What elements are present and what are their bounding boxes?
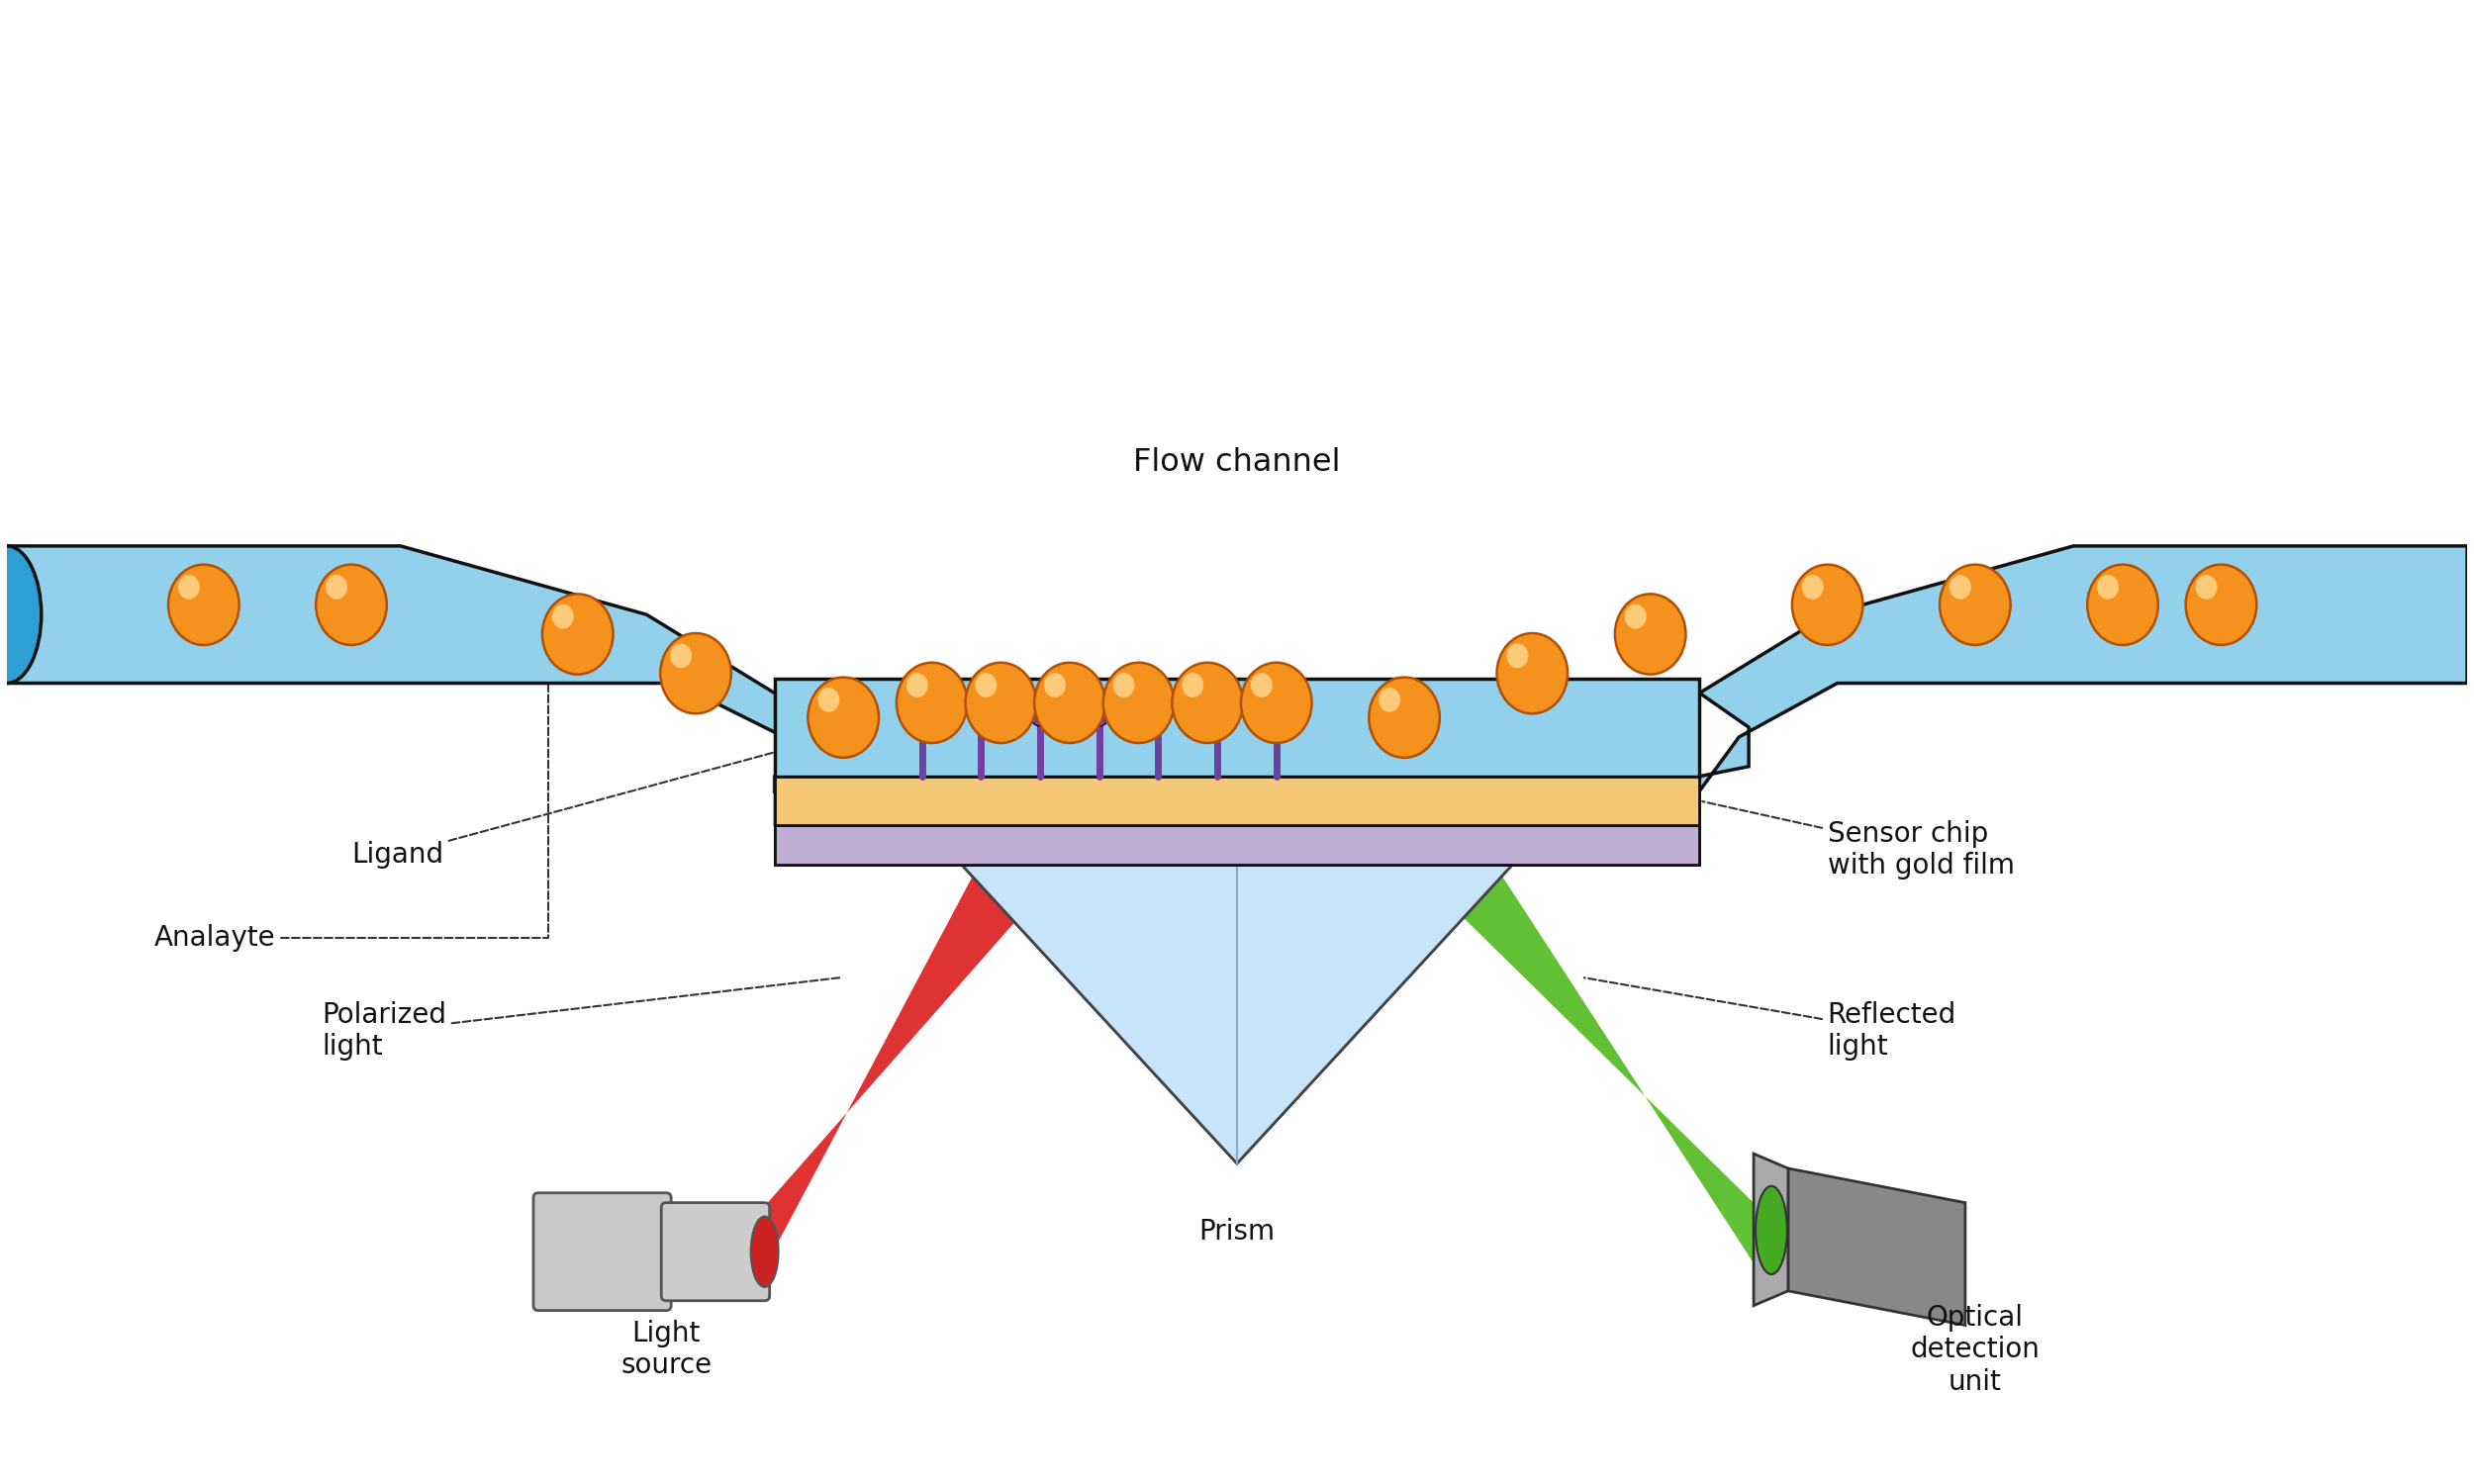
Ellipse shape bbox=[0, 546, 42, 683]
Ellipse shape bbox=[1757, 1186, 1786, 1275]
Ellipse shape bbox=[1103, 663, 1175, 743]
Ellipse shape bbox=[910, 699, 933, 726]
Ellipse shape bbox=[1267, 699, 1286, 726]
Ellipse shape bbox=[1950, 574, 1972, 600]
Text: Sensor chip
with gold film: Sensor chip with gold film bbox=[1702, 801, 2014, 880]
Ellipse shape bbox=[1940, 564, 2011, 646]
Ellipse shape bbox=[1183, 672, 1202, 697]
Polygon shape bbox=[1640, 776, 1700, 825]
Ellipse shape bbox=[2194, 574, 2217, 600]
Ellipse shape bbox=[1625, 604, 1645, 629]
Text: Flow channel: Flow channel bbox=[1133, 447, 1341, 478]
Ellipse shape bbox=[1252, 672, 1272, 697]
Polygon shape bbox=[1789, 1168, 1964, 1325]
Ellipse shape bbox=[1242, 663, 1311, 743]
Polygon shape bbox=[774, 825, 1700, 865]
Text: Analayte: Analayte bbox=[153, 643, 549, 951]
Ellipse shape bbox=[327, 574, 346, 600]
Ellipse shape bbox=[1378, 687, 1400, 712]
Ellipse shape bbox=[670, 644, 693, 668]
Polygon shape bbox=[1700, 546, 2467, 791]
Text: Light
source: Light source bbox=[621, 1319, 713, 1380]
Ellipse shape bbox=[2088, 564, 2157, 646]
Text: Ligand: Ligand bbox=[351, 748, 792, 868]
Ellipse shape bbox=[178, 574, 200, 600]
Polygon shape bbox=[1754, 1153, 1789, 1306]
Text: Optical
detection
unit: Optical detection unit bbox=[1910, 1304, 2041, 1395]
Ellipse shape bbox=[1616, 594, 1685, 674]
Ellipse shape bbox=[1207, 699, 1227, 726]
Ellipse shape bbox=[975, 672, 997, 697]
Ellipse shape bbox=[317, 564, 386, 646]
Ellipse shape bbox=[1044, 672, 1066, 697]
Ellipse shape bbox=[819, 687, 839, 712]
Ellipse shape bbox=[1791, 564, 1863, 646]
Polygon shape bbox=[774, 825, 1700, 865]
Ellipse shape bbox=[905, 672, 928, 697]
Ellipse shape bbox=[2185, 564, 2256, 646]
Polygon shape bbox=[774, 678, 1700, 776]
Polygon shape bbox=[774, 776, 834, 825]
Text: Reflected
light: Reflected light bbox=[1583, 978, 1957, 1061]
Polygon shape bbox=[755, 859, 1069, 1287]
Text: Prism: Prism bbox=[1200, 1218, 1274, 1247]
Ellipse shape bbox=[1173, 663, 1242, 743]
Ellipse shape bbox=[542, 594, 614, 674]
FancyBboxPatch shape bbox=[661, 1202, 769, 1300]
Polygon shape bbox=[774, 776, 1700, 825]
Ellipse shape bbox=[1113, 672, 1136, 697]
Ellipse shape bbox=[750, 1217, 779, 1287]
Ellipse shape bbox=[809, 677, 878, 758]
Ellipse shape bbox=[965, 663, 1037, 743]
Ellipse shape bbox=[1089, 699, 1111, 726]
Ellipse shape bbox=[970, 699, 992, 726]
Text: Polarized
light: Polarized light bbox=[322, 978, 841, 1061]
Ellipse shape bbox=[1507, 644, 1529, 668]
Polygon shape bbox=[774, 776, 1700, 825]
Ellipse shape bbox=[1497, 634, 1569, 714]
Polygon shape bbox=[1225, 856, 1435, 871]
Ellipse shape bbox=[2098, 574, 2118, 600]
Polygon shape bbox=[1405, 859, 1769, 1287]
Ellipse shape bbox=[1148, 699, 1170, 726]
Ellipse shape bbox=[896, 663, 967, 743]
Ellipse shape bbox=[1029, 699, 1051, 726]
FancyBboxPatch shape bbox=[534, 1193, 670, 1310]
Ellipse shape bbox=[168, 564, 240, 646]
Ellipse shape bbox=[1034, 663, 1106, 743]
Ellipse shape bbox=[1368, 677, 1440, 758]
Polygon shape bbox=[962, 865, 1512, 1163]
Ellipse shape bbox=[552, 604, 574, 629]
Polygon shape bbox=[962, 865, 1512, 1163]
Ellipse shape bbox=[1801, 574, 1823, 600]
Polygon shape bbox=[7, 546, 824, 791]
Ellipse shape bbox=[661, 634, 732, 714]
